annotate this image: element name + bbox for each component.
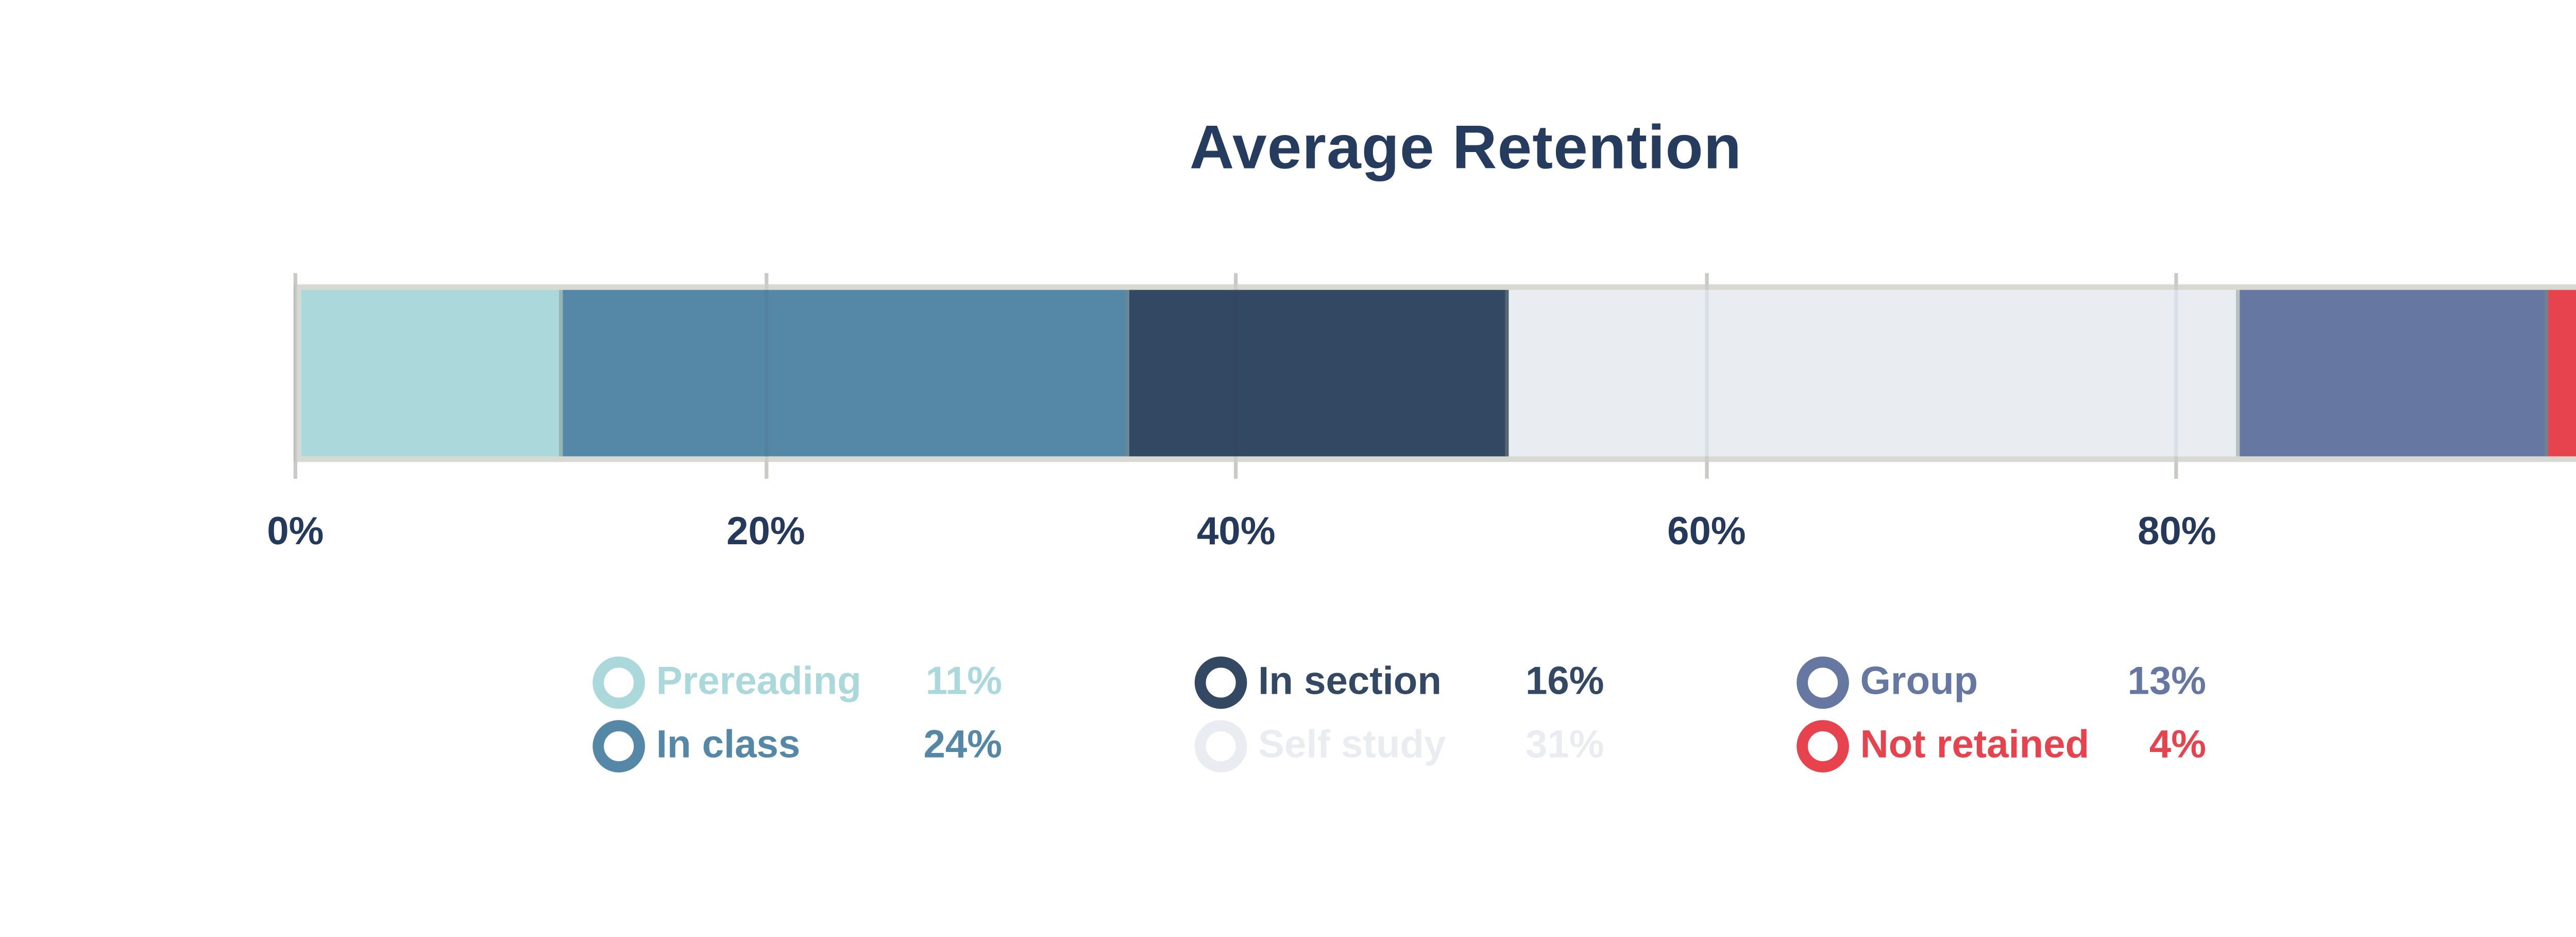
- legend-item-label: In section: [1258, 660, 1442, 704]
- x-tick-label: 80%: [2138, 510, 2216, 554]
- legend-item-value: 16%: [1525, 660, 1604, 704]
- legend-item-in-class[interactable]: In class 24%: [592, 714, 1002, 778]
- legend-ring-icon: [1797, 656, 1849, 709]
- gridline-tick-mark: [293, 273, 297, 479]
- legend-item-label: Prereading: [656, 660, 861, 704]
- legend-item-value: 31%: [1525, 724, 1604, 767]
- grid-overlays: [293, 284, 2576, 462]
- gridline-overlay: [1704, 284, 1708, 462]
- legend-item-label: Not retained: [1860, 724, 2090, 767]
- gridline-overlay: [2175, 284, 2179, 462]
- bar-segment-in-section[interactable]: [1129, 290, 1509, 457]
- legend-item-not-retained[interactable]: Not retained 4%: [1797, 714, 2206, 778]
- legend-column: Group 13% Not retained 4%: [1797, 651, 2206, 778]
- legend-column: In section 16% Self study 31%: [1194, 651, 1604, 778]
- x-tick-label: 40%: [1197, 510, 1276, 554]
- gridline-overlay: [293, 284, 297, 462]
- legend: Prereading 11% In class 24% In section 16% Sel…: [0, 651, 2576, 782]
- legend-item-value: 4%: [2149, 724, 2206, 767]
- legend-column: Prereading 11% In class 24%: [592, 651, 1002, 778]
- stacked-bar: [295, 284, 2576, 462]
- bar-segment-group[interactable]: [2239, 290, 2548, 457]
- legend-ring-icon: [1797, 720, 1849, 773]
- legend-item-prereading[interactable]: Prereading 11%: [592, 651, 1002, 714]
- legend-item-group[interactable]: Group 13%: [1797, 651, 2206, 714]
- bar-segment-self-study[interactable]: [1508, 290, 2240, 457]
- legend-item-label: Self study: [1258, 724, 1446, 767]
- bar-segment-not-retained[interactable]: [2548, 290, 2576, 457]
- plot-area: 0%20%40%60%80%100%: [267, 273, 2576, 554]
- legend-ring-icon: [1194, 656, 1247, 709]
- bar-segment-prereading[interactable]: [301, 290, 563, 457]
- x-axis: 0%20%40%60%80%100%: [267, 285, 2576, 554]
- legend-item-label: Group: [1860, 660, 1978, 704]
- bar-segment-in-class[interactable]: [563, 290, 1130, 457]
- legend-item-self-study[interactable]: Self study 31%: [1194, 714, 1604, 778]
- x-tick-label: 0%: [267, 510, 324, 554]
- chart-title: Average Retention: [1189, 112, 1742, 181]
- legend-ring-icon: [592, 720, 645, 773]
- x-tick-label: 60%: [1667, 510, 1746, 554]
- gridline-overlay: [1234, 284, 1238, 462]
- legend-item-in-section[interactable]: In section 16%: [1194, 651, 1604, 714]
- x-tick-label: 20%: [726, 510, 805, 554]
- gridline-overlay: [764, 284, 768, 462]
- legend-item-value: 11%: [925, 660, 1003, 704]
- legend-item-label: In class: [656, 724, 801, 767]
- legend-ring-icon: [592, 656, 645, 709]
- legend-item-value: 13%: [2127, 660, 2206, 704]
- legend-ring-icon: [1194, 720, 1247, 773]
- legend-item-value: 24%: [923, 724, 1003, 767]
